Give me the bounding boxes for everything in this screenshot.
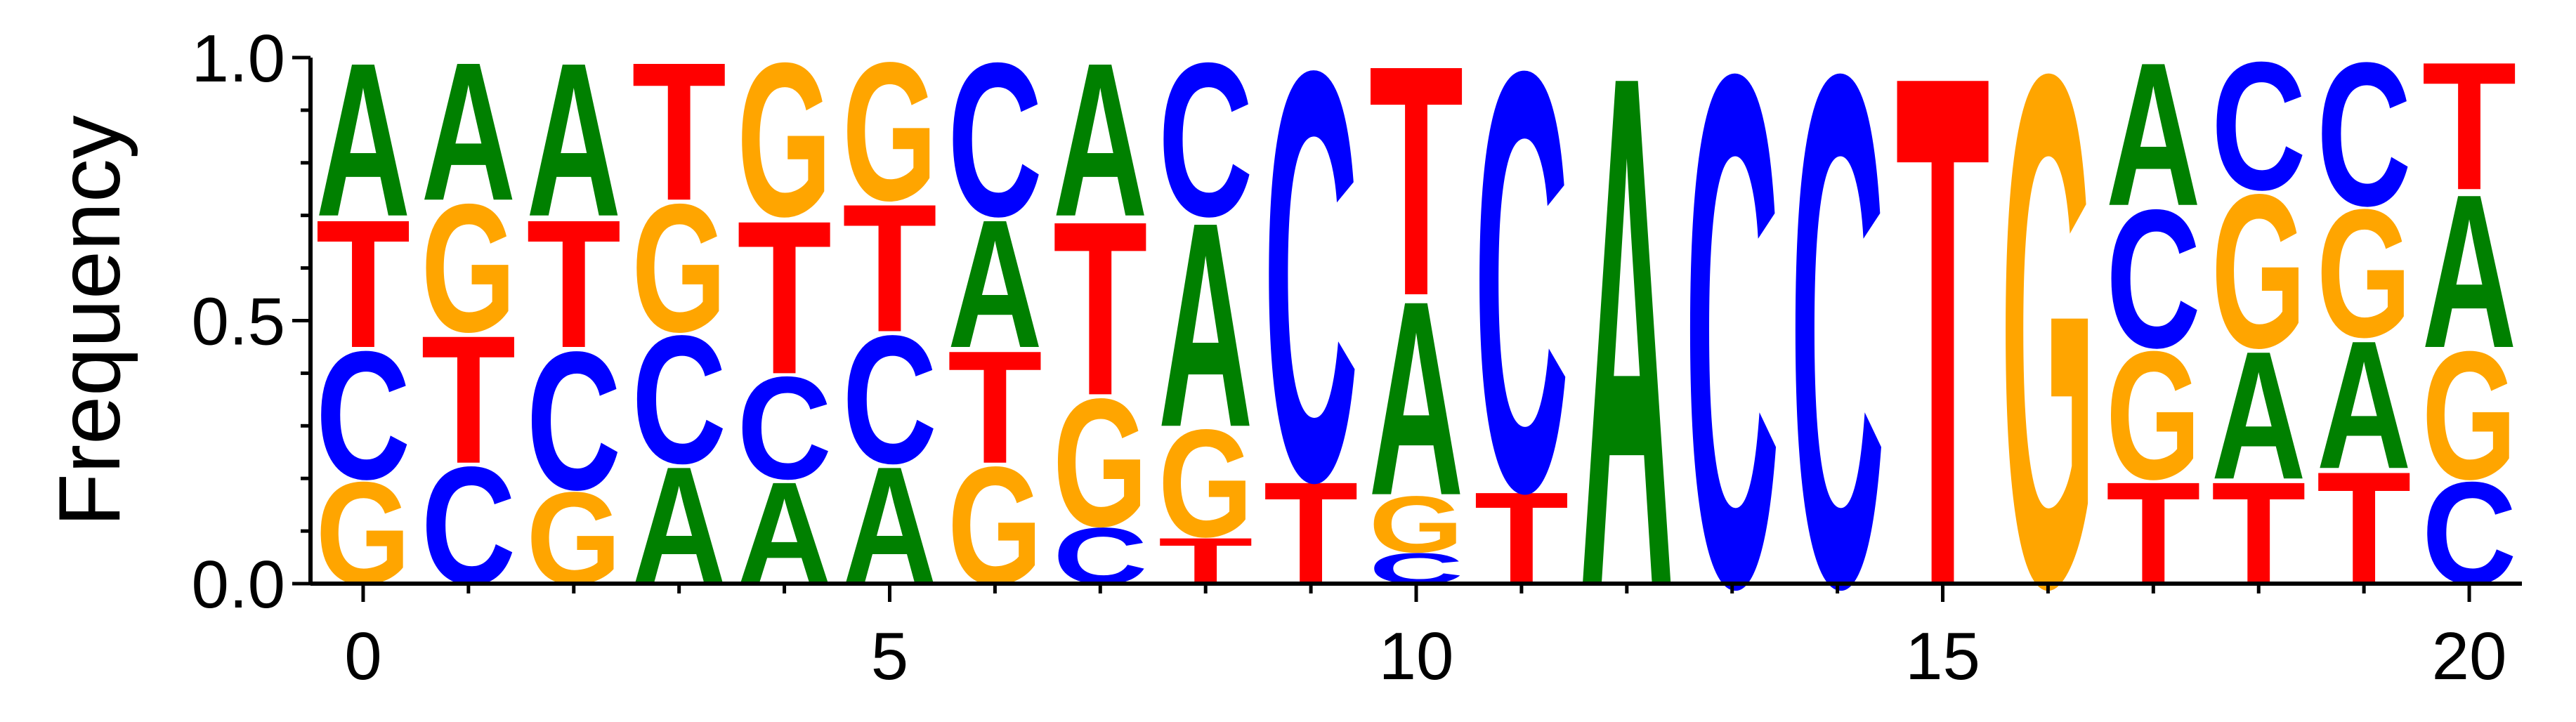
logo-letter-C-pos-17: C <box>2106 169 2201 389</box>
logo-letter-G-pos-20: G <box>2422 313 2517 518</box>
logo-letter-T-pos-7: T <box>1053 170 1148 447</box>
logo-letter-A-pos-6: A <box>948 181 1042 386</box>
logo-letter-A-pos-0: A <box>315 17 410 262</box>
x-tick-label: 5 <box>871 619 908 694</box>
x-tick-label: 20 <box>2432 619 2507 694</box>
logo-letter-C-pos-6: C <box>948 17 1042 262</box>
logo-letter-G-pos-4: G <box>737 18 832 263</box>
logo-letter-C-pos-5: C <box>842 297 937 501</box>
logo-letter-C-pos-13: C <box>1685 0 1779 722</box>
logo-letter-G-pos-1: G <box>421 166 516 370</box>
logo-letter-T-pos-15: T <box>1895 0 1990 722</box>
logo-letter-G-pos-7: G <box>1053 360 1148 565</box>
logo-letter-G-pos-10: G <box>1369 480 1464 570</box>
logo-letter-T-pos-5: T <box>842 167 937 371</box>
logo-letter-A-pos-1: A <box>421 21 516 242</box>
logo-letter-A-pos-2: A <box>526 17 621 262</box>
logo-letter-G-pos-8: G <box>1158 397 1253 569</box>
logo-letter-T-pos-10: T <box>1369 0 1464 365</box>
y-tick-label: 0.0 <box>192 547 285 622</box>
logo-letter-A-pos-20: A <box>2422 148 2517 393</box>
y-ticks: 0.0 0.5 1.0 <box>192 21 310 622</box>
logo-letter-A-pos-17: A <box>2106 19 2201 248</box>
logo-letter-G-pos-18: G <box>2211 149 2306 394</box>
logo-letter-T-pos-20: T <box>2422 25 2517 228</box>
logo-letter-G-pos-3: G <box>632 166 726 370</box>
x-tick-label: 0 <box>344 619 381 694</box>
logo-letter-C-pos-3: C <box>632 297 726 501</box>
logo-letter-C-pos-14: C <box>1790 0 1885 722</box>
logo-letter-C-pos-19: C <box>2317 19 2412 248</box>
logo-letter-A-pos-12: A <box>1579 0 1674 722</box>
logo-letter-C-pos-2: C <box>526 310 621 531</box>
x-tick-label: 10 <box>1379 619 1454 694</box>
logo-letter-A-pos-18: A <box>2211 313 2306 518</box>
logo-letter-T-pos-4: T <box>737 176 832 421</box>
logo-letter-T-pos-6: T <box>948 317 1042 497</box>
logo-letter-T-pos-1: T <box>421 298 516 502</box>
logo-letter-T-pos-0: T <box>315 183 410 386</box>
logo-letter-G-pos-16: G <box>2001 0 2096 722</box>
logo-letter-A-pos-19: A <box>2317 303 2412 507</box>
logo-letter-G-pos-17: G <box>2106 313 2201 518</box>
y-axis-label: Frequency <box>41 115 138 527</box>
x-ticks: 0 5 10 15 20 <box>344 584 2506 694</box>
logo-letter-T-pos-3: T <box>632 21 726 242</box>
x-tick-label: 15 <box>1905 619 1980 694</box>
logo-letter-C-pos-9: C <box>1264 0 1359 603</box>
logo-letter-C-pos-0: C <box>315 313 410 518</box>
logo-letter-A-pos-10: A <box>1369 243 1464 553</box>
logo-letter-A-pos-8: A <box>1158 162 1253 488</box>
logo-letter-G-pos-19: G <box>2317 171 2412 376</box>
logo-letter-T-pos-2: T <box>526 183 621 386</box>
logo-letter-C-pos-11: C <box>1474 0 1569 616</box>
y-tick-label: 1.0 <box>192 21 285 96</box>
logo-letter-G-pos-5: G <box>842 22 937 242</box>
y-tick-label: 0.5 <box>192 284 285 360</box>
logo-letter-A-pos-7: A <box>1053 17 1148 262</box>
logo-letter-C-pos-4: C <box>737 346 832 510</box>
logo-letter-C-pos-8: C <box>1158 17 1253 262</box>
logo-letter-C-pos-18: C <box>2211 24 2306 228</box>
